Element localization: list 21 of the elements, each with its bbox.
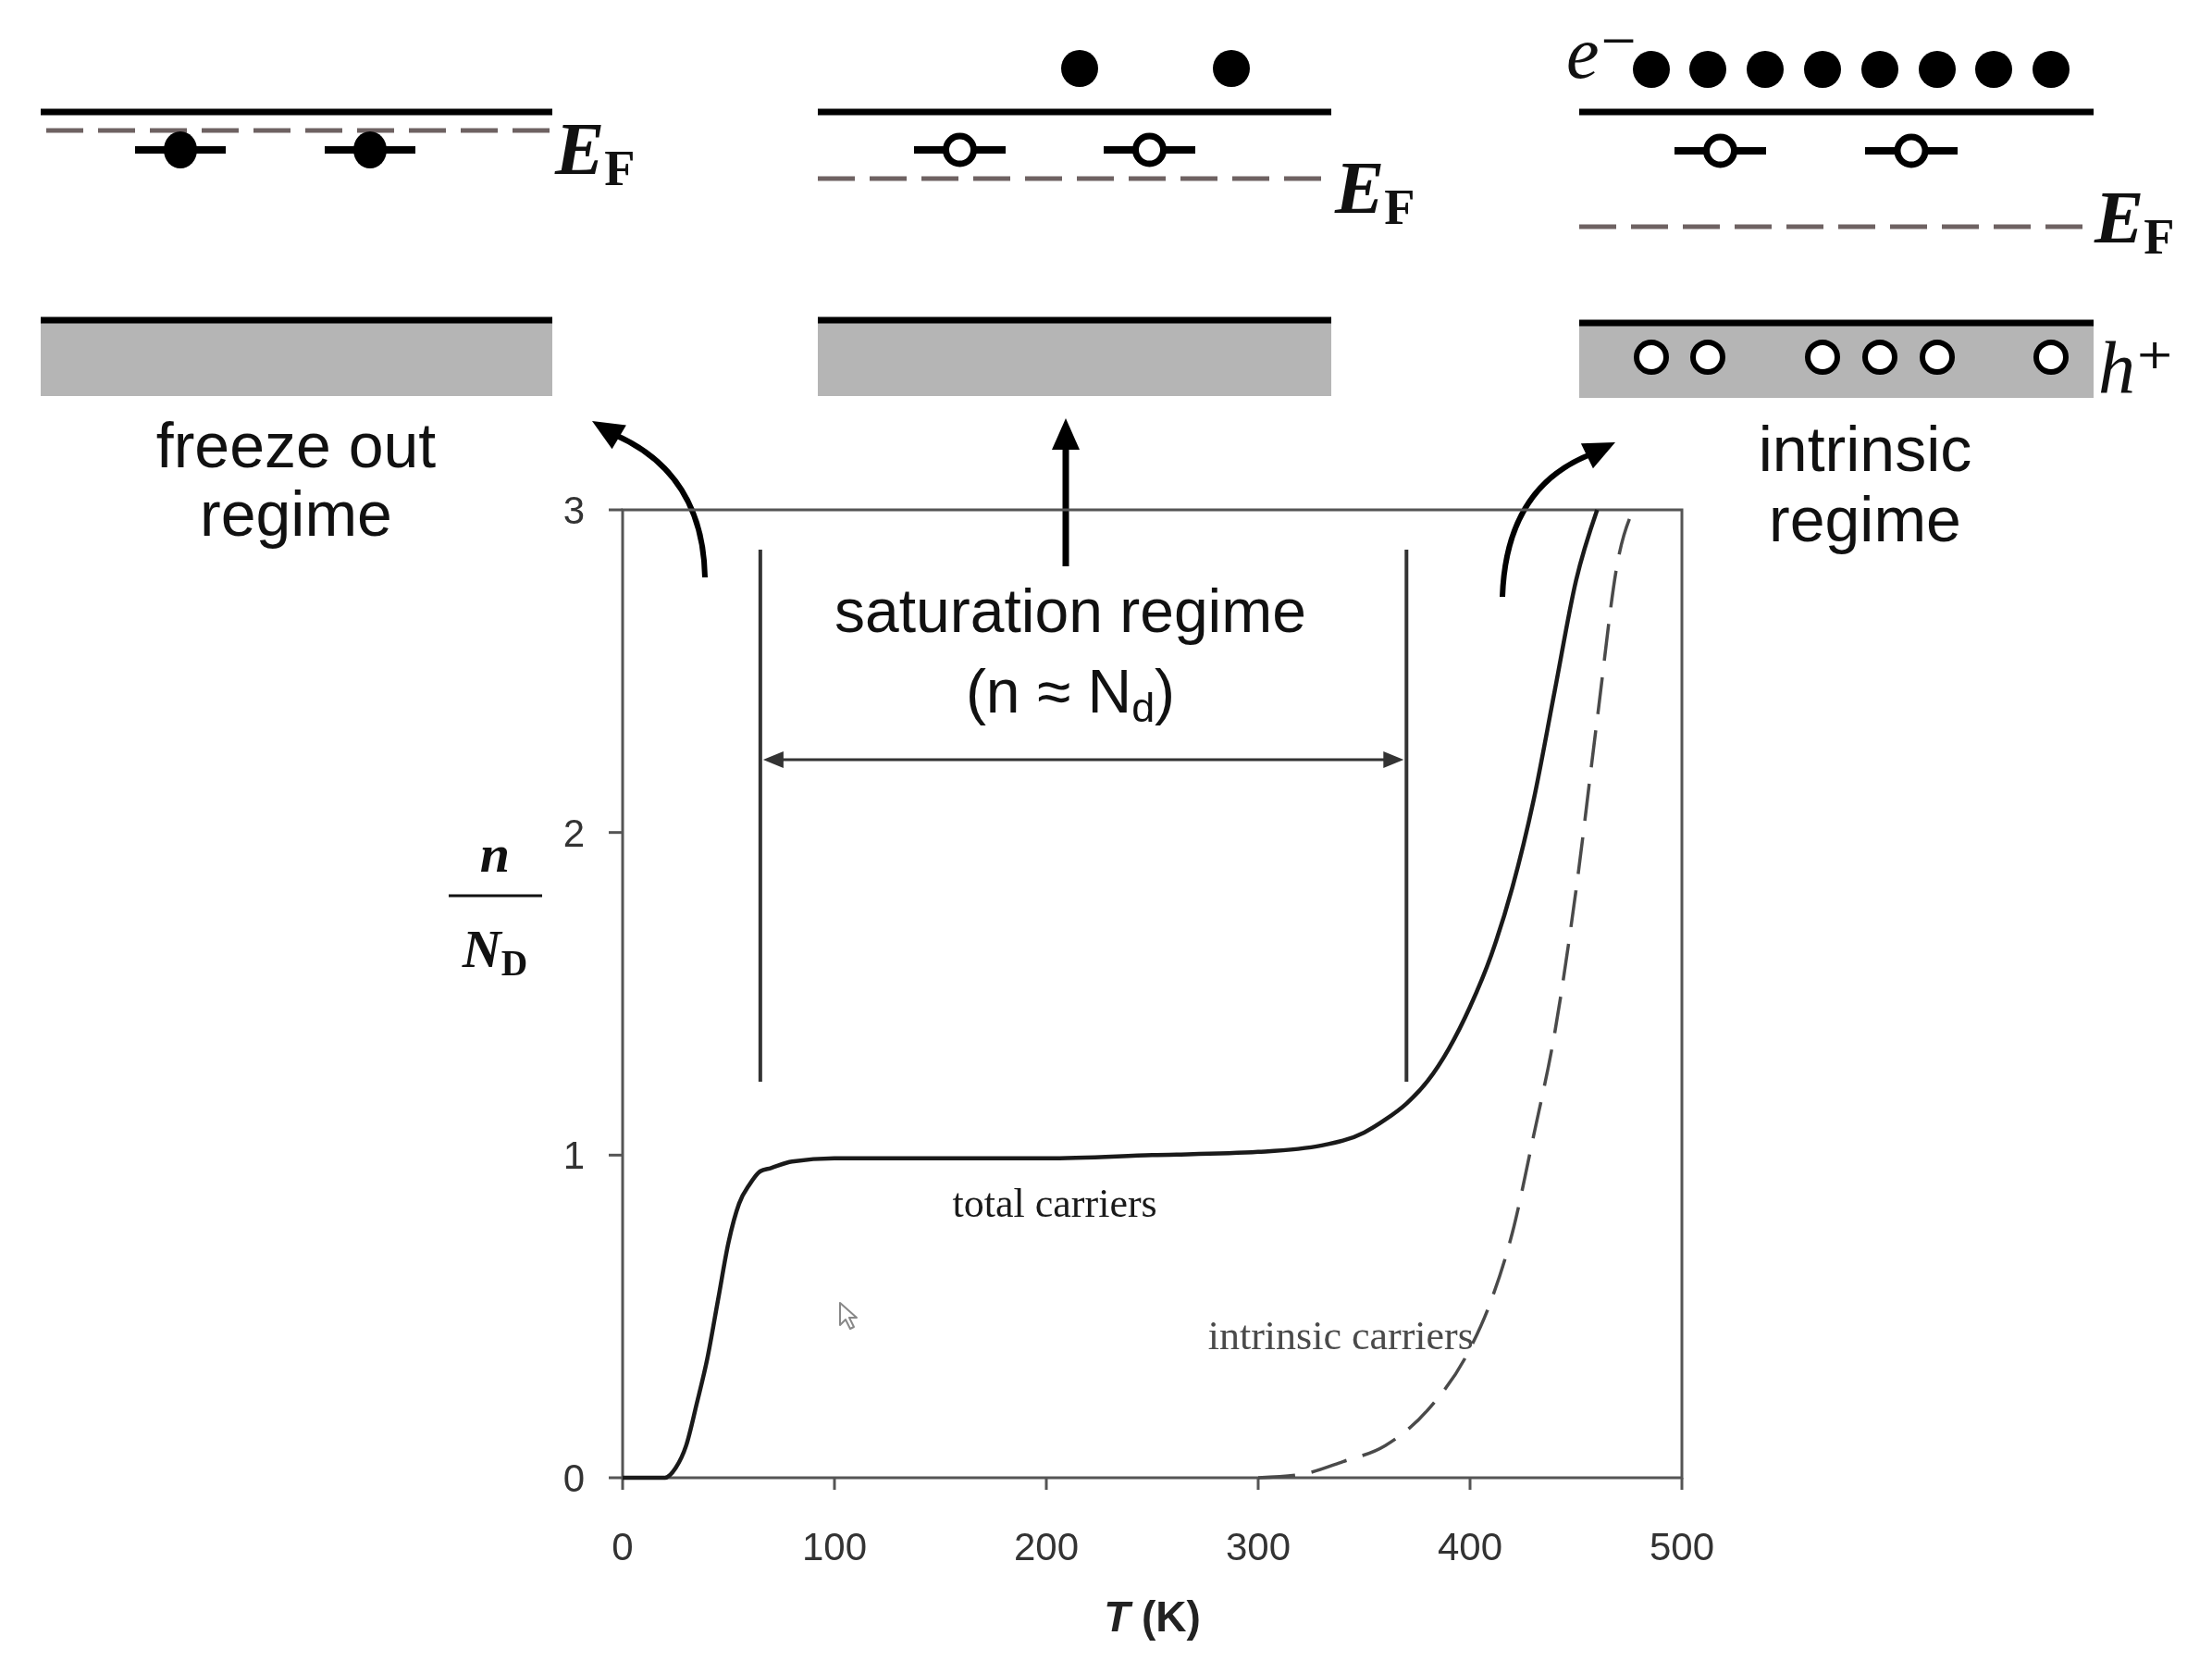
text: E$_{F}$ [1334, 147, 1415, 235]
text: intrinsic regime [1758, 414, 1972, 554]
x-axis-title: T (K) [1104, 1592, 1201, 1641]
x-tick-label: 100 [801, 1525, 868, 1568]
y-axis-title: n N$_{D}$ [461, 824, 528, 984]
y-tick-label: 1 [562, 1134, 585, 1178]
text: freeze out regime [155, 410, 437, 549]
series-label: intrinsic carriers [1207, 1312, 1474, 1358]
x-tick-label: 300 [1225, 1525, 1291, 1568]
x-tick-label: 400 [1437, 1525, 1503, 1568]
x-tick-label: 500 [1649, 1525, 1715, 1568]
x-tick-label: 200 [1013, 1525, 1080, 1568]
y-tick-label: 0 [562, 1456, 585, 1501]
text: h⁺ [2098, 327, 2175, 408]
annotation: saturation regime (n ≈ N$_{d}$) [834, 576, 1306, 731]
text: E$_{F}$ [2094, 177, 2175, 265]
series-label: total carriers [952, 1180, 1157, 1226]
x-tick-label: 0 [612, 1525, 634, 1568]
y-tick-label: 2 [562, 811, 585, 855]
text: E$_{F}$ [554, 108, 636, 196]
y-tick-label: 3 [562, 489, 585, 533]
